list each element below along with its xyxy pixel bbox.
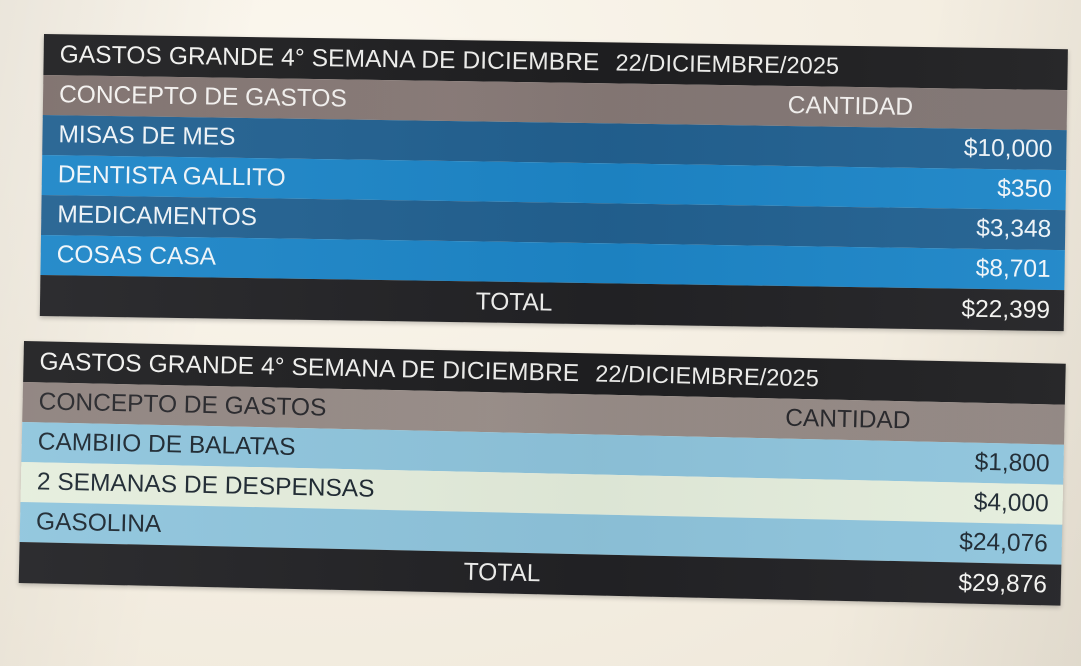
row-amount: $24,076 <box>958 528 1049 558</box>
row-concept: COSAS CASA <box>56 241 217 271</box>
row-concept: 2 SEMANAS DE DESPENSAS <box>36 468 375 503</box>
row-amount: $8,701 <box>975 254 1051 283</box>
row-concept: CAMBIIO DE BALATAS <box>37 428 296 461</box>
column-header-amount: CANTIDAD <box>784 404 911 435</box>
table-title: GASTOS GRANDE 4° SEMANA DE DICIEMBRE <box>39 347 580 387</box>
column-header-amount: CANTIDAD <box>787 92 914 121</box>
row-amount: $3,348 <box>976 214 1052 243</box>
row-amount: $4,000 <box>973 488 1049 518</box>
total-amount: $29,876 <box>958 568 1048 598</box>
row-concept: MEDICAMENTOS <box>57 201 258 232</box>
expense-table-first-week: GASTOS GRANDE 4° SEMANA DE DICIEMBRE 22/… <box>39 34 1068 332</box>
row-concept: GASOLINA <box>35 508 162 539</box>
row-amount: $350 <box>997 175 1053 203</box>
column-header-concept: CONCEPTO DE GASTOS <box>58 81 347 113</box>
row-concept: DENTISTA GALLITO <box>57 161 286 192</box>
row-amount: $1,800 <box>974 448 1050 478</box>
total-amount: $22,399 <box>961 295 1051 324</box>
expense-table-second-week: GASTOS GRANDE 4° SEMANA DE DICIEMBRE 22/… <box>18 341 1066 606</box>
row-amount: $10,000 <box>963 134 1053 163</box>
row-concept: MISAS DE MES <box>58 121 236 151</box>
table-title: GASTOS GRANDE 4° SEMANA DE DICIEMBRE <box>59 40 600 76</box>
table-date: 22/DICIEMBRE/2025 <box>615 49 840 79</box>
table-date: 22/DICIEMBRE/2025 <box>594 360 820 392</box>
column-header-concept: CONCEPTO DE GASTOS <box>38 388 327 422</box>
total-label: TOTAL <box>475 287 553 317</box>
